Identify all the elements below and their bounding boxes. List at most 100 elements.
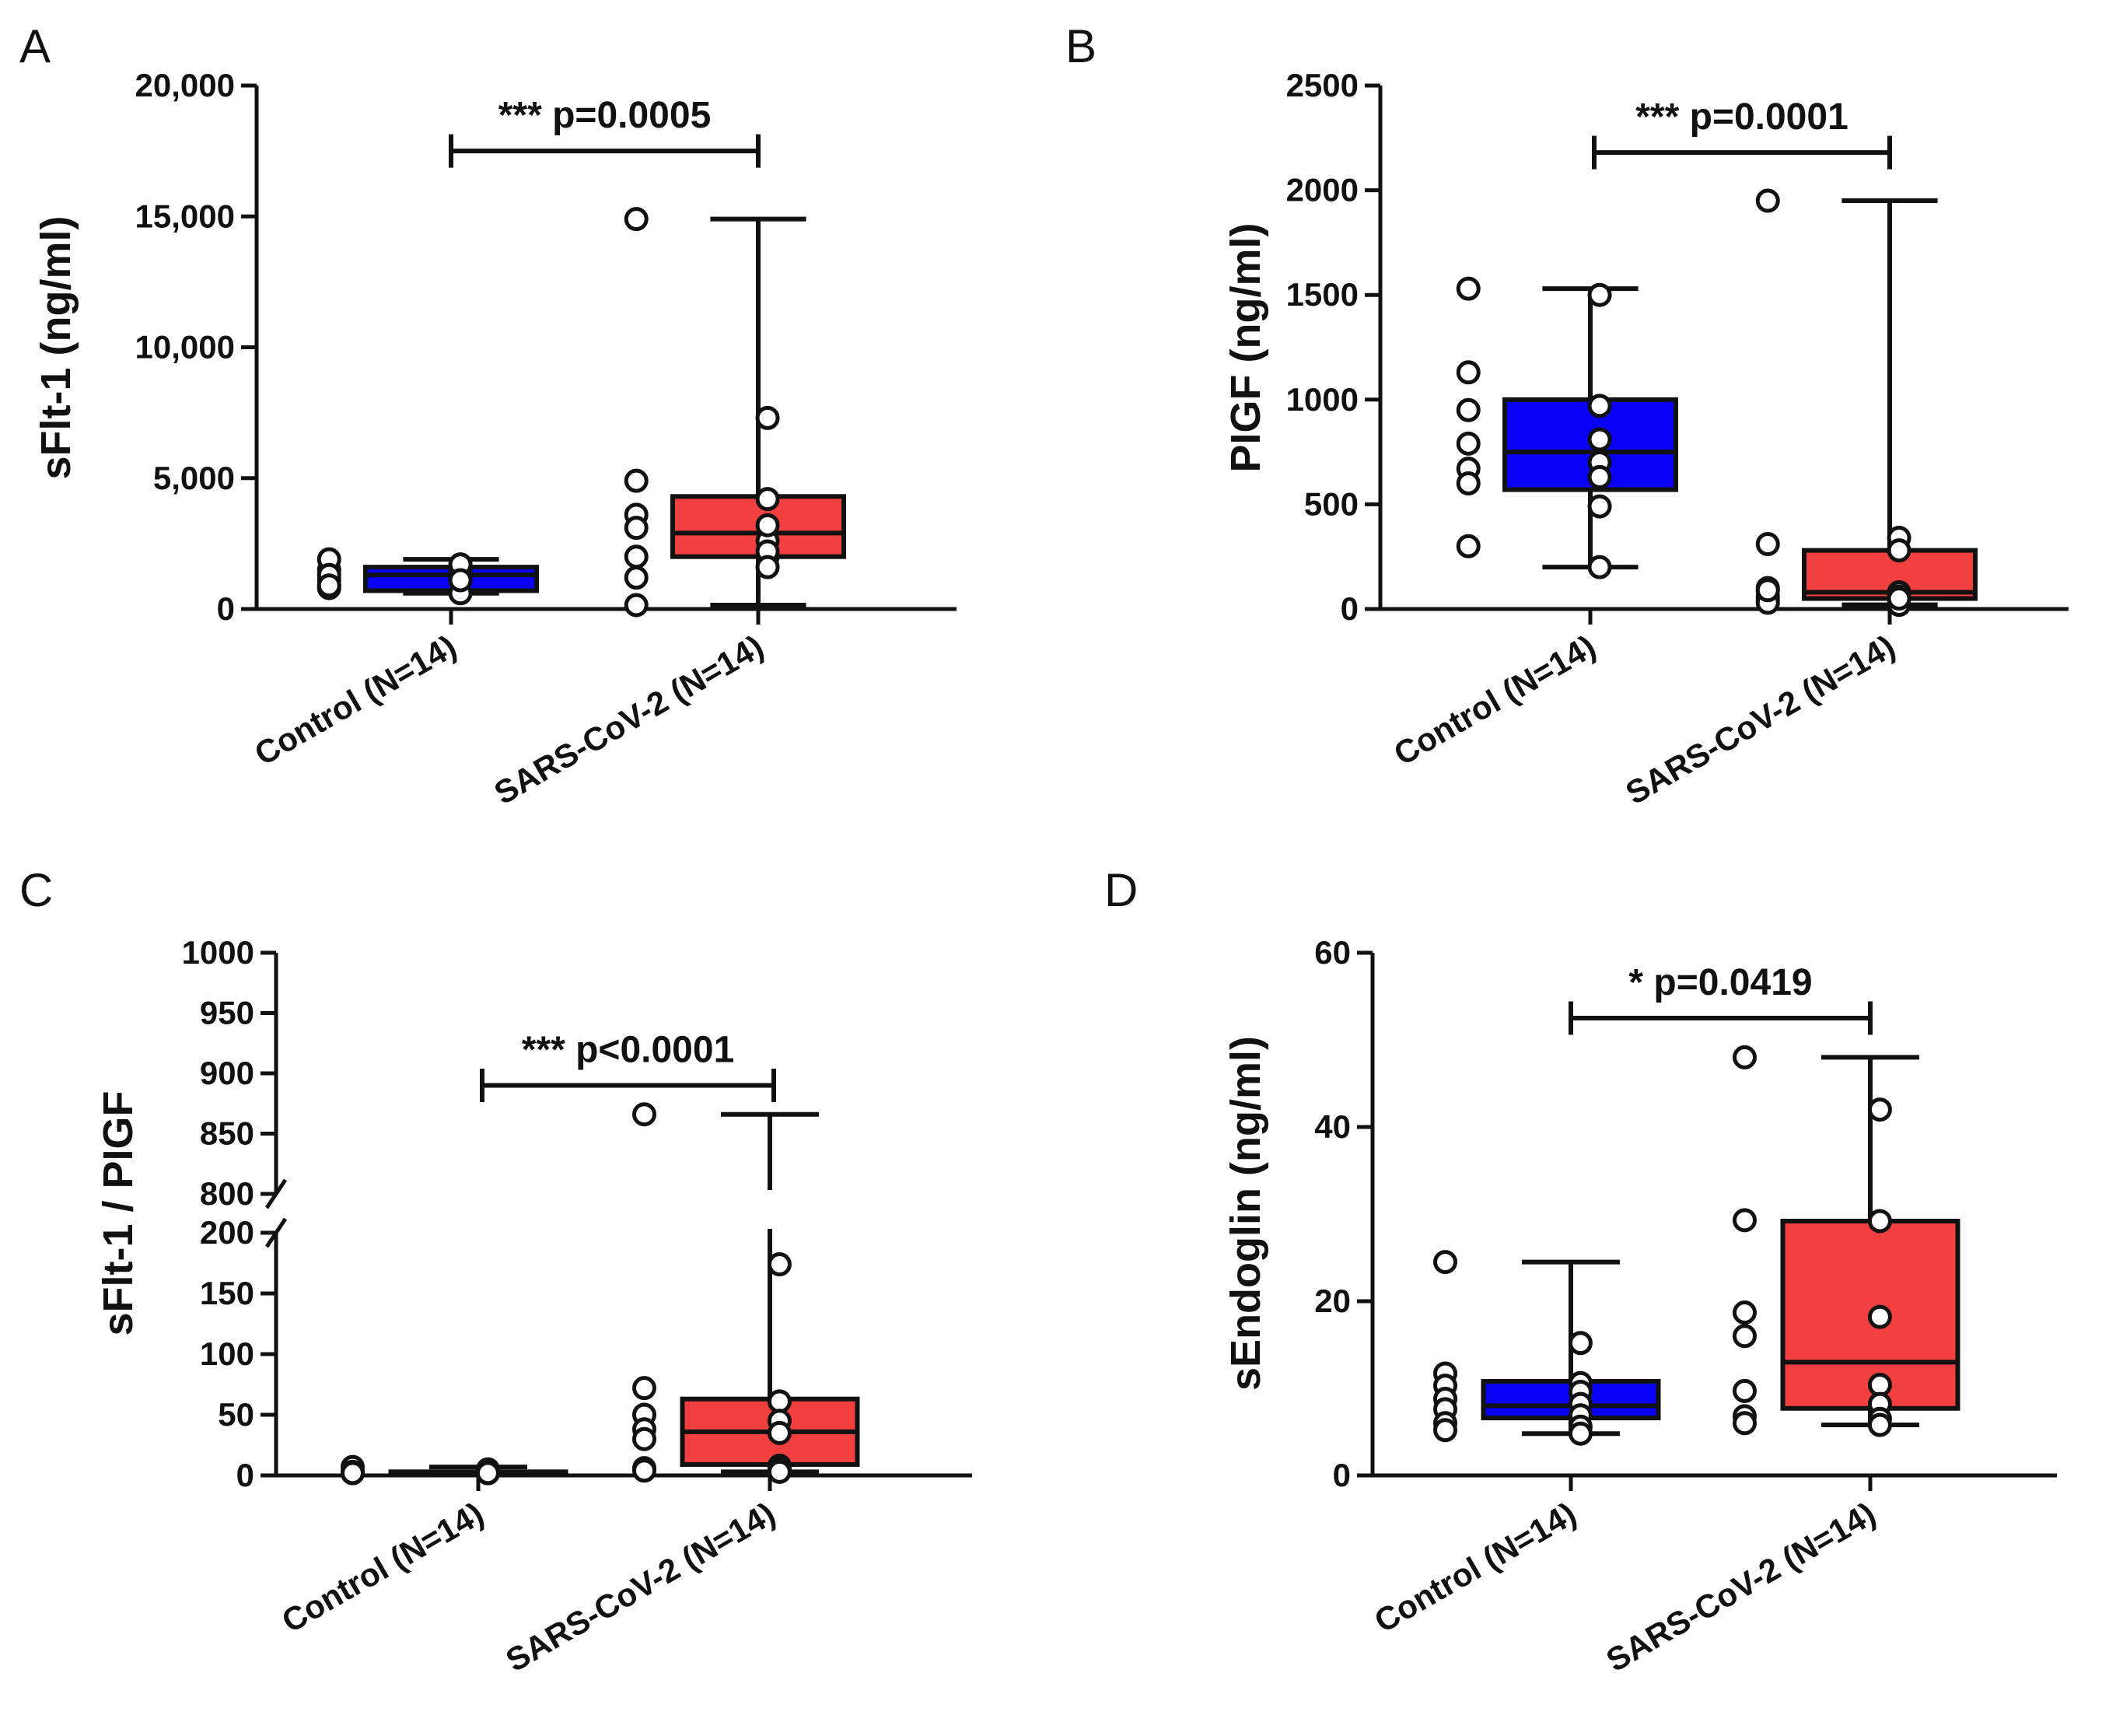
data-point xyxy=(755,555,780,579)
y-tick-label: 1500 xyxy=(1286,276,1359,313)
data-point xyxy=(1867,1209,1892,1234)
y-axis-label: sFlt-1 (ng/ml) xyxy=(33,216,79,480)
data-point xyxy=(1755,578,1780,603)
panel-d: D 0 20 40 60 sEndoglin (ng/ml) Control (N=14) S… xyxy=(1104,864,2057,1678)
data-point xyxy=(1456,397,1481,422)
data-point xyxy=(1733,1300,1757,1325)
data-point xyxy=(632,1426,656,1451)
y-tick-label: 0 xyxy=(217,590,235,627)
data-point xyxy=(1733,1324,1757,1349)
y-tick-label: 10,000 xyxy=(135,329,235,366)
box-group-control xyxy=(1456,276,1678,579)
data-point xyxy=(767,1459,792,1484)
data-point xyxy=(1755,532,1780,557)
data-point xyxy=(632,1458,656,1483)
data-point xyxy=(1456,360,1481,385)
x-category-label: SARS-CoV-2 (N=14) xyxy=(1600,1495,1881,1678)
y-tick-label: 150 xyxy=(200,1275,254,1311)
data-point xyxy=(632,1376,656,1401)
box-group-control xyxy=(341,1454,568,1486)
y-axis-label: sEndoglin (ng/ml) xyxy=(1222,1036,1269,1391)
x-category-label: Control (N=14) xyxy=(1387,628,1601,772)
significance-label: *** p=0.0001 xyxy=(1635,96,1848,138)
data-point xyxy=(1456,431,1481,456)
x-category-label: Control (N=14) xyxy=(248,628,462,772)
panel-b: B 0 500 1000 1500 2000 2500 PIGF (ng/ml) Control… xyxy=(1065,20,2069,811)
y-tick-label: 2500 xyxy=(1286,67,1359,103)
box-group-sars-cov-2 xyxy=(624,207,846,618)
data-point xyxy=(767,1252,792,1277)
data-point xyxy=(1867,1412,1892,1437)
data-point xyxy=(624,593,649,618)
y-tick-label: 0 xyxy=(1341,590,1359,627)
y-tick-label: 100 xyxy=(200,1335,254,1372)
data-point xyxy=(1456,276,1481,301)
box-group-sars-cov-2 xyxy=(632,1102,860,1484)
data-point xyxy=(1867,1304,1892,1329)
y-tick-label: 200 xyxy=(200,1214,254,1251)
data-point xyxy=(1755,188,1780,213)
panel-letter: D xyxy=(1104,864,1138,916)
box-group-control xyxy=(317,547,539,606)
data-point xyxy=(767,1420,792,1445)
data-point xyxy=(1456,534,1481,558)
significance-label: * p=0.0419 xyxy=(1628,962,1812,1003)
data-point xyxy=(1887,586,1911,611)
data-point xyxy=(1733,1045,1757,1069)
data-point xyxy=(317,573,341,598)
data-point xyxy=(624,468,649,493)
data-point xyxy=(1733,1411,1757,1436)
y-tick-label: 0 xyxy=(1333,1457,1351,1493)
y-tick-label: 950 xyxy=(200,995,254,1031)
data-point xyxy=(1568,1421,1593,1446)
data-point xyxy=(755,513,780,537)
data-point xyxy=(1587,394,1612,418)
data-point xyxy=(624,565,649,590)
data-point xyxy=(1456,471,1481,495)
data-point xyxy=(1867,1373,1892,1398)
panel-letter: B xyxy=(1065,20,1096,72)
y-tick-label: 20 xyxy=(1314,1283,1351,1319)
data-point xyxy=(755,487,780,512)
x-category-label: SARS-CoV-2 (N=14) xyxy=(1619,628,1901,811)
data-point xyxy=(341,1461,365,1486)
data-point xyxy=(448,568,473,593)
y-tick-label: 40 xyxy=(1314,1108,1351,1145)
y-tick-label: 0 xyxy=(236,1457,254,1493)
x-category-label: SARS-CoV-2 (N=14) xyxy=(499,1495,781,1678)
y-axis-label: PIGF (ng/ml) xyxy=(1222,223,1269,473)
data-point xyxy=(624,207,649,232)
data-point xyxy=(1587,427,1612,452)
x-category-label: Control (N=14) xyxy=(275,1495,489,1640)
box-group-sars-cov-2 xyxy=(1733,1045,1960,1437)
data-point xyxy=(624,516,649,541)
y-tick-label: 1000 xyxy=(182,934,254,971)
box-group-sars-cov-2 xyxy=(1755,188,1978,618)
x-category-label: Control (N=14) xyxy=(1368,1495,1582,1640)
y-tick-label: 5,000 xyxy=(153,460,235,496)
significance-label: *** p=0.0005 xyxy=(498,95,712,136)
data-point xyxy=(1433,1418,1457,1443)
data-point xyxy=(767,1389,792,1414)
data-point xyxy=(1587,494,1612,519)
data-point xyxy=(1568,1331,1593,1356)
data-point xyxy=(1887,538,1911,563)
data-point xyxy=(475,1461,500,1486)
data-point xyxy=(1587,464,1612,489)
panel-a: A 0 5,000 10,000 15,000 20,000 sFlt-1 (ng/ml) C… xyxy=(19,20,957,811)
y-tick-label: 800 xyxy=(200,1175,254,1212)
x-category-label: SARS-CoV-2 (N=14) xyxy=(488,628,769,811)
data-point xyxy=(1733,1378,1757,1403)
y-tick-label: 60 xyxy=(1314,934,1351,971)
data-point xyxy=(1433,1250,1457,1275)
y-tick-label: 20,000 xyxy=(135,67,235,103)
box-group-control xyxy=(1433,1250,1661,1446)
y-tick-label: 900 xyxy=(200,1055,254,1091)
data-point xyxy=(755,405,780,430)
y-tick-label: 850 xyxy=(200,1115,254,1152)
y-tick-label: 1000 xyxy=(1286,381,1359,418)
data-point xyxy=(1733,1208,1757,1233)
data-point xyxy=(1867,1097,1892,1122)
